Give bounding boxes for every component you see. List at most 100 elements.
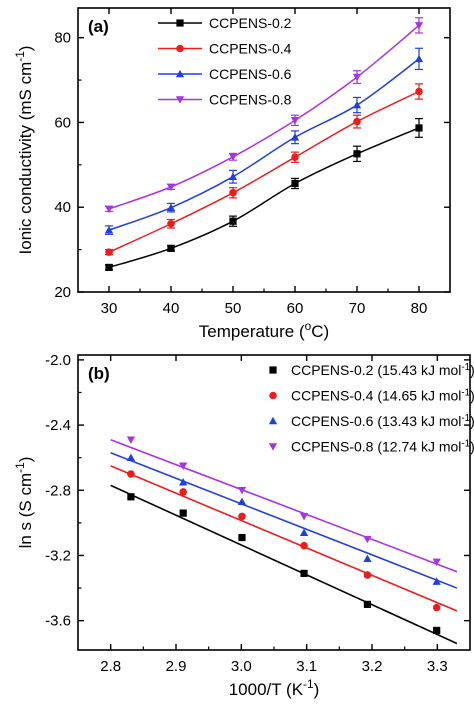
y-tick-label: -2.4 <box>45 417 71 434</box>
data-point <box>363 600 372 608</box>
panel-b: 2.8 2.9 3.0 3.1 3.2 3.3 -2.0 -2.4 -2.8 -3.2 -3.6 10… <box>13 352 474 699</box>
y-tick-label: 60 <box>54 114 71 131</box>
x-axis-title: Temperature (oC) <box>199 319 329 341</box>
data-point <box>432 558 441 567</box>
data-point <box>363 554 372 563</box>
legend-marker <box>176 19 184 27</box>
data-point <box>352 73 362 82</box>
data-point <box>126 436 136 444</box>
legend-label: CCPENS-0.8 <box>209 92 292 108</box>
x-tick-label: 80 <box>411 300 428 317</box>
y-tick-label: 20 <box>54 284 71 301</box>
x-tick-label: 2.9 <box>166 658 187 675</box>
legend-marker <box>269 366 277 374</box>
data-point <box>127 470 135 478</box>
data-point <box>352 100 362 109</box>
data-point <box>433 626 441 635</box>
data-point <box>166 203 176 211</box>
data-point <box>353 117 361 126</box>
data-point <box>432 603 441 612</box>
series-line <box>108 90 420 253</box>
x-axis-title: 1000/T (K-1) <box>229 677 320 699</box>
data-point <box>363 535 372 544</box>
data-point <box>363 571 372 579</box>
data-point <box>300 569 308 577</box>
data-point <box>228 172 238 181</box>
series-CCPENS-0.2 <box>105 118 423 272</box>
series-CCPENS-0.6 <box>110 452 458 589</box>
series-line <box>108 127 420 269</box>
data-point <box>167 244 175 252</box>
data-point <box>104 205 114 214</box>
data-point <box>415 87 423 96</box>
fit-line <box>110 484 458 645</box>
data-point <box>228 153 238 161</box>
panel-label: (a) <box>88 17 109 36</box>
legend-marker <box>175 69 185 78</box>
data-point <box>237 486 247 495</box>
data-point <box>290 117 300 125</box>
data-point <box>105 263 113 272</box>
x-tick-label: 3.2 <box>362 658 383 675</box>
legend-marker <box>268 416 278 425</box>
data-point <box>229 217 237 225</box>
data-point <box>291 153 299 161</box>
legend-marker <box>175 96 185 104</box>
legend-marker <box>176 44 184 53</box>
legend-label: CCPENS-0.8 (12.74 kJ mol-1) <box>291 438 474 455</box>
y-tick-label: 80 <box>54 30 71 47</box>
legend: CCPENS-0.2 CCPENS-0.4 CCPENS-0.6 CCPENS-0.8 <box>158 15 292 108</box>
fit-line <box>110 465 458 612</box>
data-point <box>353 150 361 158</box>
x-tick-label: 30 <box>101 300 118 317</box>
data-point <box>415 124 423 132</box>
series-CCPENS-0.4 <box>105 83 423 256</box>
x-tick-label: 3.3 <box>427 658 448 675</box>
y-axis-title: ln s (S cm-1) <box>13 457 35 549</box>
data-point <box>414 22 424 30</box>
legend-marker <box>269 391 277 400</box>
y-tick-label: 40 <box>54 199 71 216</box>
x-tick-label: 60 <box>287 300 304 317</box>
data-point <box>179 477 188 486</box>
data-point <box>299 513 309 521</box>
x-tick-label: 50 <box>225 300 242 317</box>
data-point <box>237 497 247 505</box>
data-point <box>179 488 187 496</box>
series-CCPENS-0.8 <box>104 17 424 214</box>
data-point <box>127 493 135 501</box>
series-line <box>108 24 420 210</box>
x-tick-label: 3.1 <box>296 658 317 675</box>
series-line <box>108 58 420 231</box>
data-point <box>179 509 187 517</box>
data-point <box>300 541 308 550</box>
y-tick-label: -2.8 <box>45 482 71 499</box>
legend-label: CCPENS-0.4 <box>209 41 292 57</box>
data-point <box>229 189 237 197</box>
data-point <box>167 219 175 228</box>
legend: CCPENS-0.2 (15.43 kJ mol-1) CCPENS-0.4 (1… <box>268 362 474 455</box>
series-CCPENS-0.6 <box>104 47 424 235</box>
y-tick-label: -2.0 <box>45 352 71 369</box>
series-CCPENS-0.4 <box>110 465 458 612</box>
legend-label: CCPENS-0.6 (13.43 kJ mol-1) <box>291 413 474 430</box>
fit-line <box>110 439 458 573</box>
legend-marker <box>268 443 278 451</box>
legend-label: CCPENS-0.4 (14.65 kJ mol-1) <box>291 387 474 404</box>
panel-label: (b) <box>88 364 110 383</box>
y-tick-label: -3.2 <box>45 547 71 564</box>
series-CCPENS-0.2 <box>110 484 458 645</box>
data-point <box>291 179 299 188</box>
x-tick-label: 3.0 <box>231 658 252 675</box>
data-point <box>179 462 188 470</box>
data-point <box>238 533 246 542</box>
data-point <box>126 453 136 461</box>
x-tick-label: 40 <box>163 300 180 317</box>
legend-label: CCPENS-0.2 (15.43 kJ mol-1) <box>291 362 474 379</box>
y-axis-title: Ionic conductivity (mS cm-1) <box>13 46 35 255</box>
data-point <box>299 528 309 536</box>
legend-label: CCPENS-0.2 <box>209 15 292 31</box>
data-point <box>290 133 300 141</box>
series-CCPENS-0.8 <box>110 436 458 573</box>
